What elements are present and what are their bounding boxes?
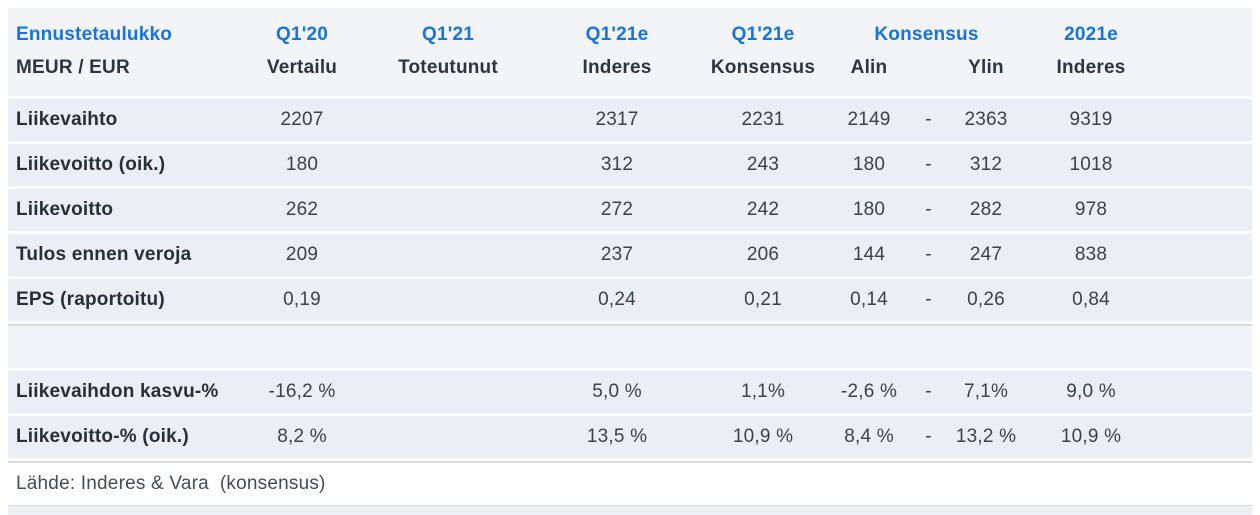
cell-alin: 144 bbox=[852, 244, 886, 265]
range-dash: - bbox=[925, 289, 932, 310]
cell-konsensus: 1,1% bbox=[740, 381, 786, 402]
subcol-inderes-2021: Inderes bbox=[1056, 56, 1126, 78]
row-label: Liikevoitto-% (oik.) bbox=[16, 426, 189, 447]
cell-konsensus: 2231 bbox=[741, 109, 785, 130]
table-row-spacer bbox=[8, 324, 1252, 368]
cell-konsensus: 206 bbox=[746, 244, 780, 265]
cell-inderes: 2317 bbox=[595, 109, 639, 130]
row-label: Liikevaihdon kasvu-% bbox=[16, 381, 219, 402]
row-label: Tulos ennen veroja bbox=[16, 244, 192, 265]
cell-inderes: 237 bbox=[600, 244, 634, 265]
cell-vertailu: 8,2 % bbox=[277, 426, 327, 447]
cell-2021e: 978 bbox=[1074, 199, 1108, 220]
range-dash: - bbox=[925, 426, 932, 447]
range-dash: - bbox=[925, 154, 932, 175]
cell-inderes: 5,0 % bbox=[592, 381, 642, 402]
table-row: Liikevaihdon kasvu-% -16,2 % 5,0 % 1,1% … bbox=[8, 371, 1252, 413]
cell-vertailu: -16,2 % bbox=[268, 381, 336, 402]
subcol-alin: Alin bbox=[850, 56, 888, 78]
col-header-konsensus-group: Konsensus bbox=[874, 23, 979, 45]
cell-2021e: 9,0 % bbox=[1066, 381, 1116, 402]
cell-konsensus: 242 bbox=[746, 199, 780, 220]
cell-vertailu: 209 bbox=[285, 244, 319, 265]
cell-konsensus: 10,9 % bbox=[732, 426, 794, 447]
forecast-table: Ennustetaulukko Q1'20 Q1'21 Q1'21e Q1'21… bbox=[8, 8, 1252, 515]
table-row: Liikevoitto 262 272 242 180 - 282 978 bbox=[8, 189, 1252, 231]
table-row: EPS (raportoitu) 0,19 0,24 0,21 0,14 - 0… bbox=[8, 279, 1252, 321]
cell-ylin: 247 bbox=[969, 244, 1003, 265]
cell-ylin: 7,1% bbox=[963, 381, 1009, 402]
cell-inderes: 0,24 bbox=[598, 289, 636, 310]
cell-alin: 180 bbox=[852, 154, 886, 175]
col-header-2021e: 2021e bbox=[1064, 23, 1118, 45]
cell-2021e: 0,84 bbox=[1072, 289, 1110, 310]
row-label: Liikevaihto bbox=[16, 109, 118, 130]
cell-konsensus: 0,21 bbox=[744, 289, 782, 310]
header-row-sublabels: MEUR / EUR Vertailu Toteutunut Inderes K… bbox=[8, 51, 1252, 84]
row-label: Liikevoitto bbox=[16, 199, 114, 220]
col-header-q121: Q1'21 bbox=[422, 23, 474, 45]
col-header-q121e-inderes: Q1'21e bbox=[585, 23, 649, 45]
cell-ylin: 312 bbox=[969, 154, 1003, 175]
subcol-ylin: Ylin bbox=[968, 56, 1004, 78]
source-note: Lähde: Inderes & Vara (konsensus) bbox=[16, 473, 326, 494]
table-row: Liikevoitto-% (oik.) 8,2 % 13,5 % 10,9 %… bbox=[8, 416, 1252, 458]
cell-ylin: 2363 bbox=[964, 109, 1008, 130]
cell-alin: 180 bbox=[852, 199, 886, 220]
cell-ylin: 0,26 bbox=[967, 289, 1005, 310]
cell-vertailu: 262 bbox=[285, 199, 319, 220]
table-row: Liikevoitto (oik.) 180 312 243 180 - 312… bbox=[8, 144, 1252, 186]
subcol-konsensus: Konsensus bbox=[710, 56, 816, 78]
cell-vertailu: 180 bbox=[285, 154, 319, 175]
row-label: Liikevoitto (oik.) bbox=[16, 154, 166, 175]
header-row-periods: Ennustetaulukko Q1'20 Q1'21 Q1'21e Q1'21… bbox=[8, 18, 1252, 51]
table-header: Ennustetaulukko Q1'20 Q1'21 Q1'21e Q1'21… bbox=[8, 8, 1252, 96]
table-row: Tulos ennen veroja 209 237 206 144 - 247… bbox=[8, 234, 1252, 276]
subcol-inderes: Inderes bbox=[582, 56, 652, 78]
cell-alin: 0,14 bbox=[850, 289, 888, 310]
range-dash: - bbox=[925, 381, 932, 402]
cell-ylin: 282 bbox=[969, 199, 1003, 220]
table-footer: Lähde: Inderes & Vara (konsensus) bbox=[8, 461, 1252, 505]
cell-inderes: 272 bbox=[600, 199, 634, 220]
table-title: Ennustetaulukko bbox=[16, 23, 173, 45]
cell-ylin: 13,2 % bbox=[955, 426, 1017, 447]
cell-2021e: 1018 bbox=[1069, 154, 1113, 175]
cell-2021e: 9319 bbox=[1069, 109, 1113, 130]
col-header-q121e-konsensus: Q1'21e bbox=[731, 23, 795, 45]
row-label: EPS (raportoitu) bbox=[16, 289, 165, 310]
range-dash: - bbox=[925, 109, 932, 130]
table-bottom-border bbox=[8, 505, 1252, 515]
subcol-vertailu: Vertailu bbox=[266, 56, 338, 78]
col-header-q120: Q1'20 bbox=[276, 23, 328, 45]
table-row: Liikevaihto 2207 2317 2231 2149 - 2363 9… bbox=[8, 99, 1252, 141]
cell-alin: 8,4 % bbox=[844, 426, 894, 447]
range-dash: - bbox=[925, 199, 932, 220]
cell-vertailu: 0,19 bbox=[283, 289, 321, 310]
cell-2021e: 838 bbox=[1074, 244, 1108, 265]
subcol-toteutunut: Toteutunut bbox=[398, 56, 498, 78]
range-dash: - bbox=[925, 244, 932, 265]
cell-vertailu: 2207 bbox=[280, 109, 324, 130]
table-subtitle: MEUR / EUR bbox=[16, 56, 130, 78]
cell-konsensus: 243 bbox=[746, 154, 780, 175]
cell-inderes: 13,5 % bbox=[586, 426, 648, 447]
cell-alin: 2149 bbox=[847, 109, 891, 130]
cell-alin: -2,6 % bbox=[840, 381, 898, 402]
cell-2021e: 10,9 % bbox=[1060, 426, 1122, 447]
cell-inderes: 312 bbox=[600, 154, 634, 175]
